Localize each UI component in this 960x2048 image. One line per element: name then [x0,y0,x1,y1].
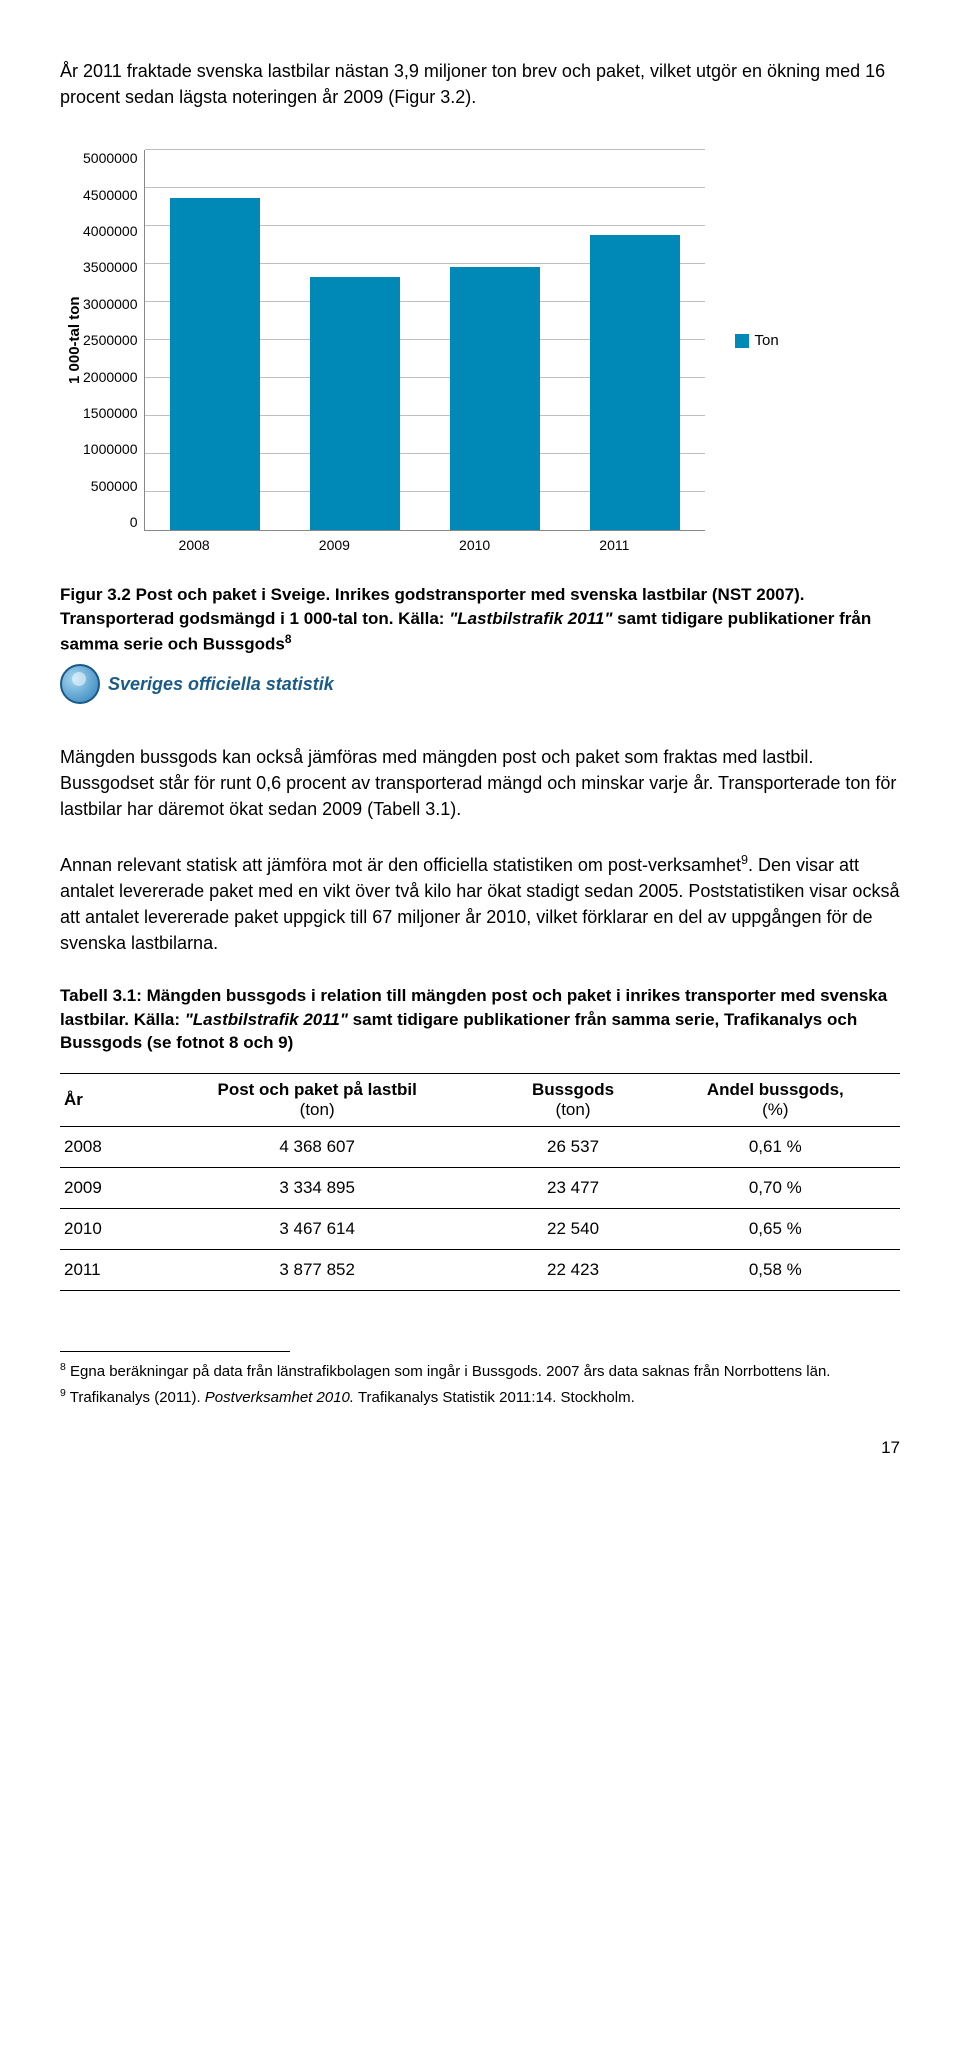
body2-lead: Annan relevant statisk att jämföra mot ä… [60,855,741,875]
chart-plot-area [144,150,705,531]
cell-bussgods: 23 477 [495,1168,650,1209]
cell-andel: 0,65 % [651,1209,900,1250]
caption-source: "Lastbilstrafik 2011" [449,609,612,628]
cell-year: 2009 [60,1168,139,1209]
legend-swatch [735,334,749,348]
cell-year: 2011 [60,1250,139,1291]
fn9-tail: Trafikanalys Statistik 2011:14. Stockhol… [354,1389,635,1406]
chart-legend: Ton [735,332,779,349]
caption-sup: 8 [285,632,292,646]
logo-text: Sveriges officiella statistik [108,674,334,695]
chart-ylabel: 1 000-tal ton [60,150,83,531]
chart-bar [170,198,260,530]
ytick: 3500000 [83,259,138,275]
footnote-separator [60,1351,290,1352]
chart-yticks: 5000000 4500000 4000000 3500000 3000000 … [83,150,144,530]
ytick: 1000000 [83,441,138,457]
xlabel: 2010 [459,537,490,553]
footnote-9: 9 Trafikanalys (2011). Postverksamhet 20… [60,1386,900,1408]
chart-bar [310,277,400,530]
cell-andel: 0,58 % [651,1250,900,1291]
data-table: År Post och paket på lastbil (ton) Bussg… [60,1073,900,1291]
cell-post: 3 877 852 [139,1250,496,1291]
col-andel: Andel bussgods, (%) [651,1074,900,1127]
col-post-b: (ton) [143,1100,492,1120]
ytick: 1500000 [83,405,138,421]
ytick: 3000000 [83,296,138,312]
chart-xlabels: 2008 2009 2010 2011 [124,537,684,553]
cell-andel: 0,70 % [651,1168,900,1209]
ytick: 4000000 [83,223,138,239]
table-header-row: År Post och paket på lastbil (ton) Bussg… [60,1074,900,1127]
table-row: 2010 3 467 614 22 540 0,65 % [60,1209,900,1250]
col-bussgods: Bussgods (ton) [495,1074,650,1127]
footnote-8: 8 Egna beräkningar på data från länstraf… [60,1360,900,1382]
intro-paragraph: År 2011 fraktade svenska lastbilar nästa… [60,58,900,110]
tbl-caption-source: "Lastbilstrafik 2011" [185,1010,348,1029]
col-year: År [60,1074,139,1127]
cell-post: 3 467 614 [139,1209,496,1250]
xlabel: 2008 [179,537,210,553]
cell-year: 2008 [60,1127,139,1168]
body-paragraph-2: Annan relevant statisk att jämföra mot ä… [60,851,900,956]
ytick: 0 [130,514,138,530]
page-number: 17 [60,1438,900,1458]
ytick: 2000000 [83,369,138,385]
legend-label: Ton [755,332,779,349]
cell-bussgods: 22 423 [495,1250,650,1291]
table-row: 2011 3 877 852 22 423 0,58 % [60,1250,900,1291]
ytick: 500000 [91,478,138,494]
cell-bussgods: 22 540 [495,1209,650,1250]
cell-andel: 0,61 % [651,1127,900,1168]
col-andel-a: Andel bussgods, [707,1080,844,1099]
bar-chart: 1 000-tal ton 5000000 4500000 4000000 35… [60,150,900,553]
fn9-italic: Postverksamhet 2010. [205,1389,354,1406]
table-caption: Tabell 3.1: Mängden bussgods i relation … [60,984,900,1055]
table-row: 2009 3 334 895 23 477 0,70 % [60,1168,900,1209]
fn8-text: Egna beräkningar på data från länstrafik… [66,1363,831,1380]
col-post-a: Post och paket på lastbil [217,1080,416,1099]
chart-bar [450,267,540,531]
cell-post: 3 334 895 [139,1168,496,1209]
ytick: 4500000 [83,187,138,203]
chart-bar [590,235,680,530]
cell-bussgods: 26 537 [495,1127,650,1168]
body2-sup: 9 [741,853,748,867]
body-paragraph-1: Mängden bussgods kan också jämföras med … [60,744,900,822]
ytick: 2500000 [83,332,138,348]
fn9-lead: Trafikanalys (2011). [66,1389,205,1406]
table-row: 2008 4 368 607 26 537 0,61 % [60,1127,900,1168]
col-bussgods-a: Bussgods [532,1080,614,1099]
ytick: 5000000 [83,150,138,166]
cell-year: 2010 [60,1209,139,1250]
col-andel-b: (%) [655,1100,896,1120]
xlabel: 2011 [599,537,629,553]
col-post: Post och paket på lastbil (ton) [139,1074,496,1127]
logo-icon [60,664,100,704]
cell-post: 4 368 607 [139,1127,496,1168]
col-bussgods-b: (ton) [499,1100,646,1120]
xlabel: 2009 [319,537,350,553]
figure-caption: Figur 3.2 Post och paket i Sveige. Inrik… [60,583,900,656]
statistics-logo: Sveriges officiella statistik [60,664,900,704]
